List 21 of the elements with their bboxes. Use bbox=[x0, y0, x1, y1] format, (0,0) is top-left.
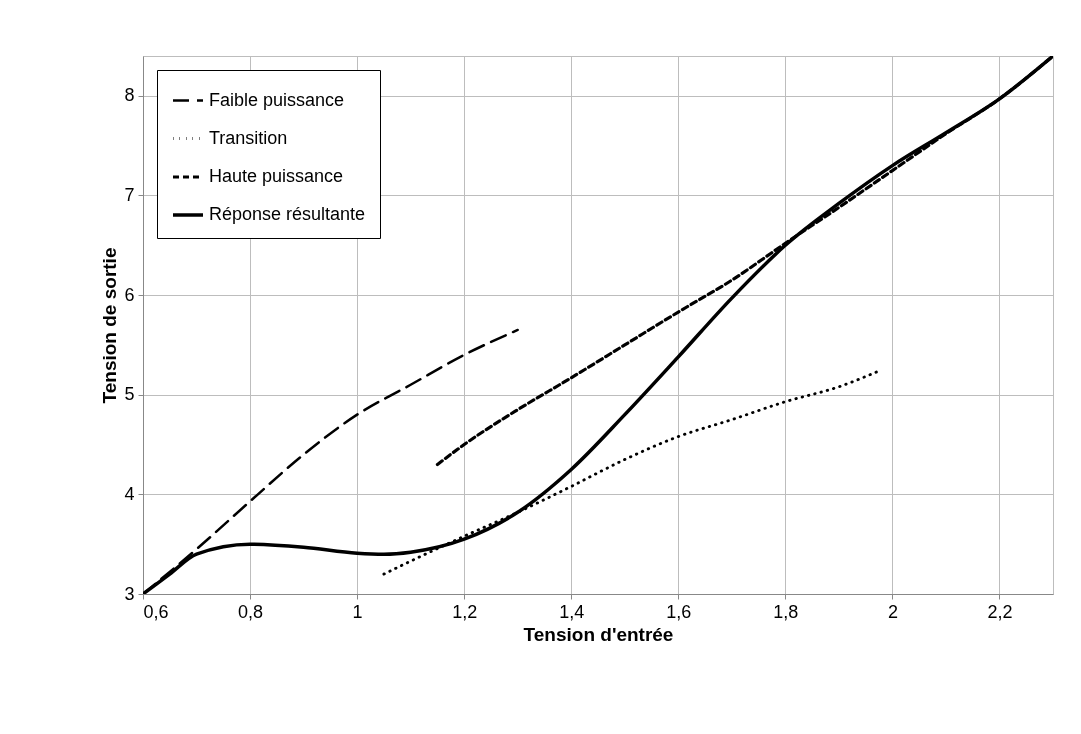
x-tick-label: 0,8 bbox=[238, 601, 264, 622]
x-tick-label: 1,6 bbox=[666, 601, 692, 622]
x-tick-label: 2,2 bbox=[987, 601, 1013, 622]
x-tick-label: 1,8 bbox=[773, 601, 799, 622]
legend-label: Haute puissance bbox=[209, 166, 344, 186]
x-tick-label: 1 bbox=[352, 601, 363, 622]
legend-label: Transition bbox=[209, 127, 288, 148]
y-tick-label: 6 bbox=[124, 284, 135, 305]
legend-label: Faible puissance bbox=[209, 89, 345, 110]
y-tick-label: 5 bbox=[124, 384, 135, 405]
y-tick-label: 3 bbox=[124, 583, 135, 604]
y-tick-label: 7 bbox=[124, 184, 135, 205]
x-axis-title: Tension d'entrée bbox=[523, 623, 674, 645]
x-tick-label: 1,2 bbox=[452, 601, 478, 622]
x-tick-label: 0,6 bbox=[143, 601, 169, 622]
x-tick-label: 2 bbox=[887, 601, 898, 622]
x-tick-label: 1,4 bbox=[559, 601, 585, 622]
y-tick-label: 8 bbox=[124, 85, 135, 106]
legend-label: Réponse résultante bbox=[209, 204, 366, 224]
y-tick-label: 4 bbox=[124, 483, 135, 504]
y-axis-title: Tension de sortie bbox=[99, 247, 121, 404]
